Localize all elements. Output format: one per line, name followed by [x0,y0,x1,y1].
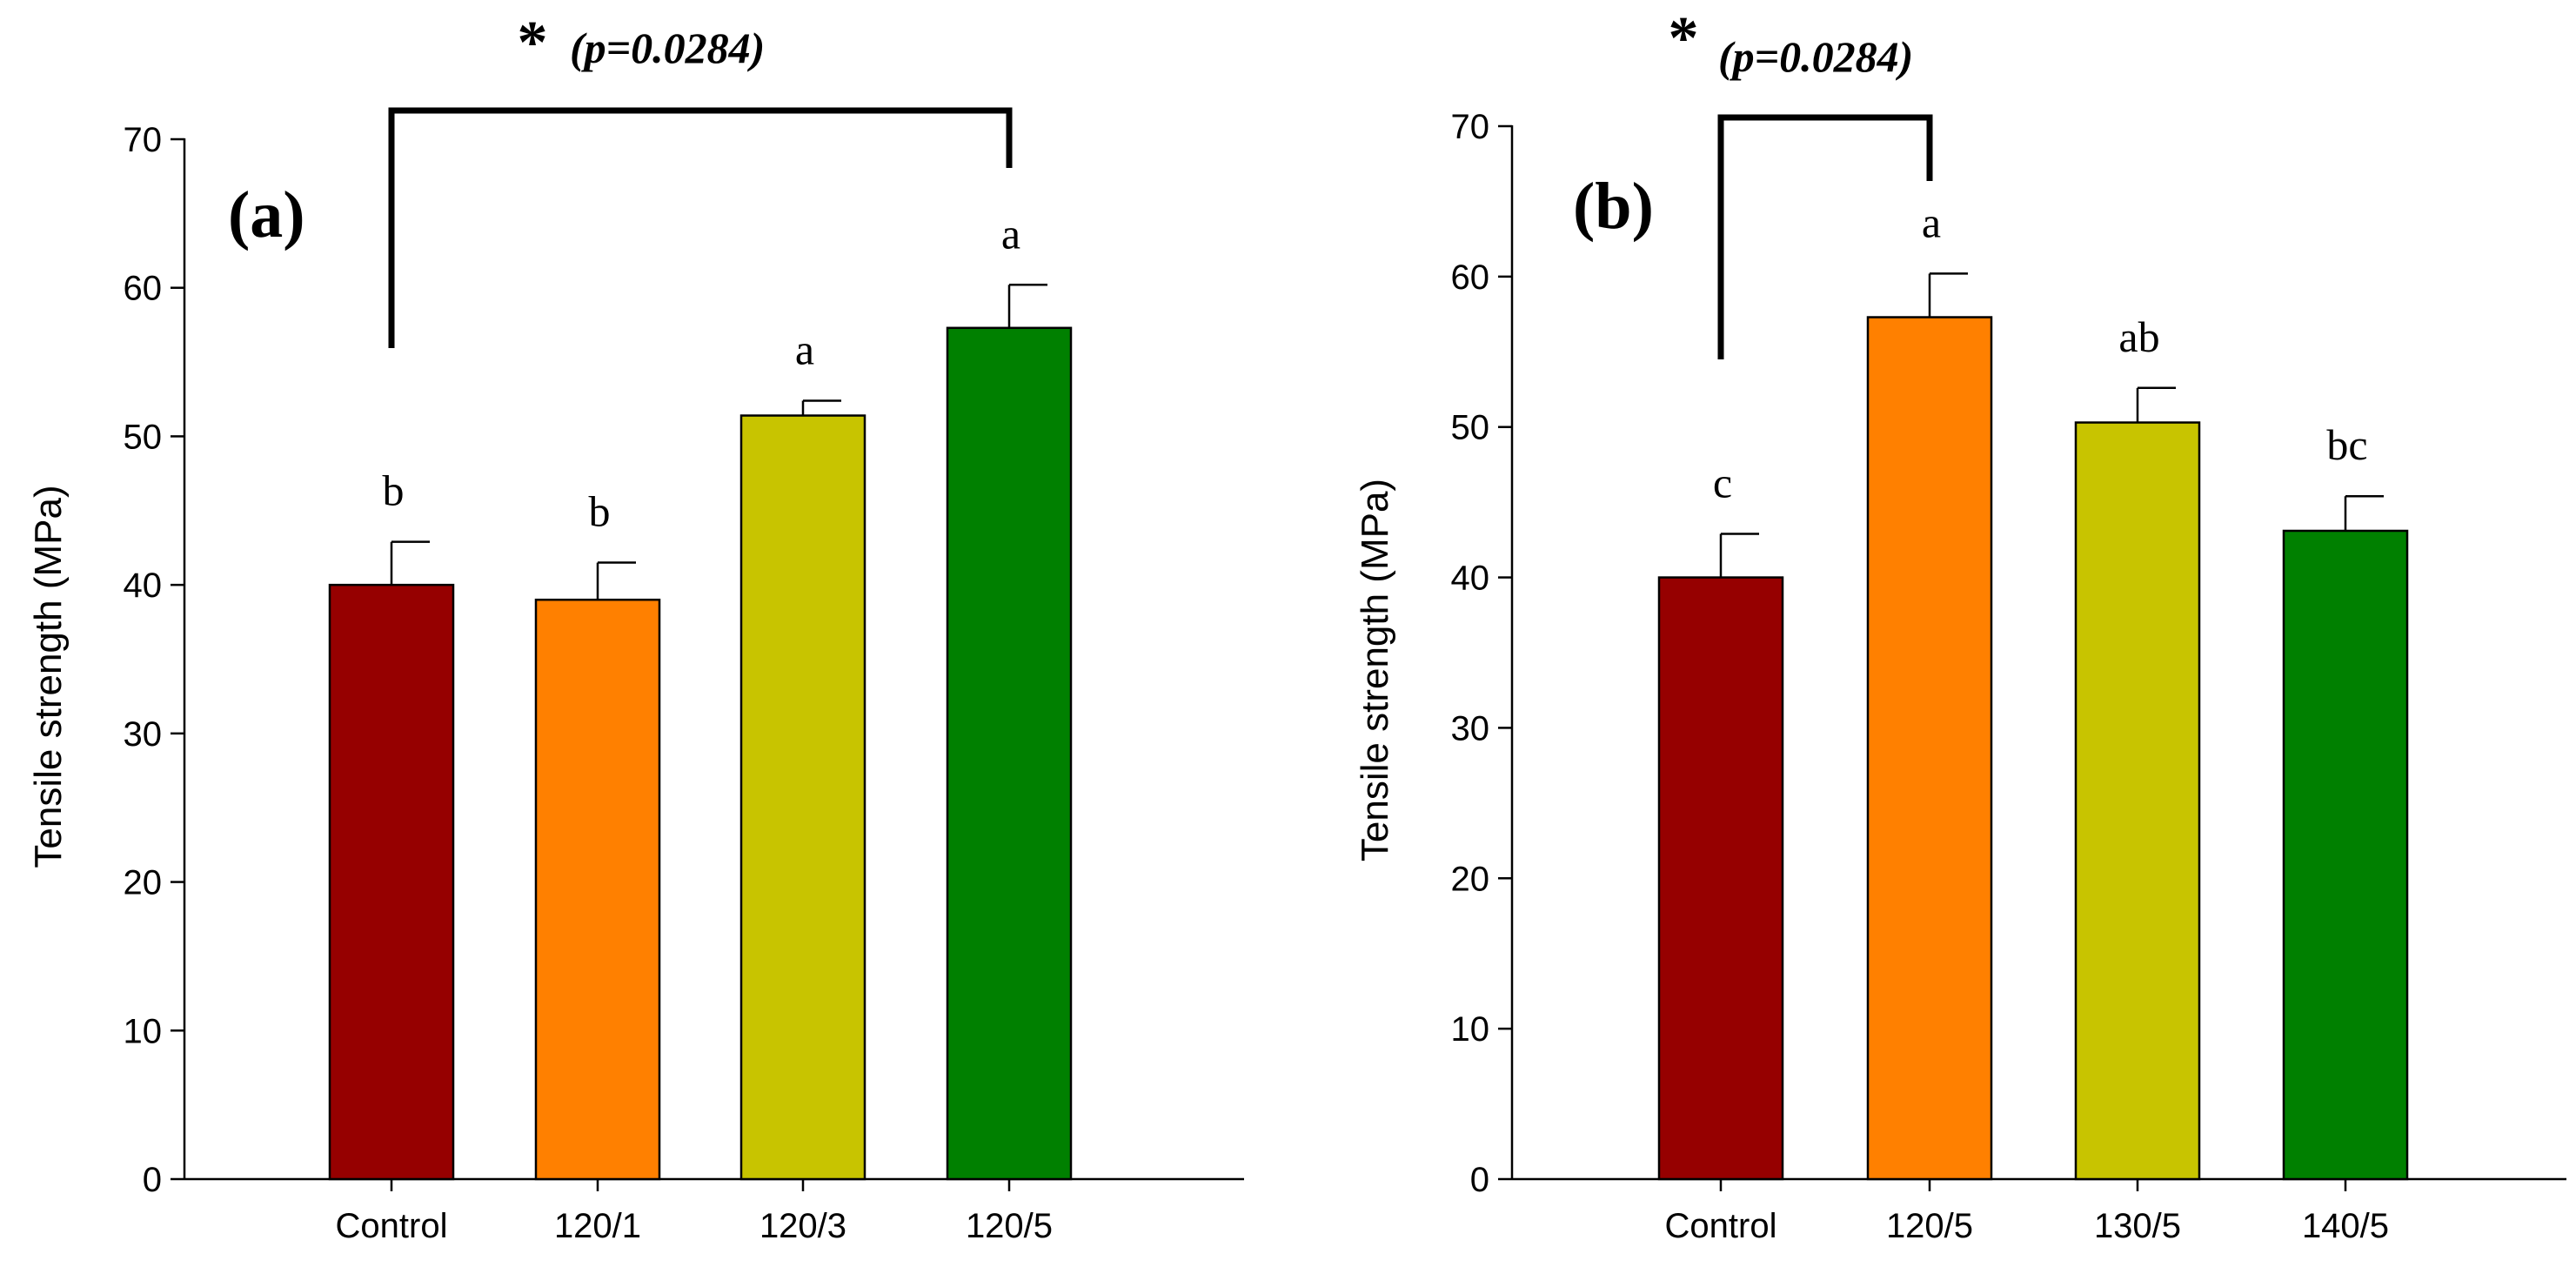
category-labels-a: Control 120/1 120/3 120/5 [336,1179,1053,1245]
bar [1657,576,1784,1181]
significance-b: * (p=0.0284) [1669,5,1933,359]
significance-letter: a [1001,209,1020,258]
y-tick-label: 50 [1451,409,1490,447]
x-tick-label: Control [336,1207,448,1245]
p-value-label: (p=0.0284) [1718,32,1913,81]
y-tick-label: 10 [124,1012,163,1050]
significance-letter: b [383,466,405,515]
x-tick-label: 120/1 [554,1207,641,1245]
bars-a [328,326,1073,1181]
significance-letter: a [1922,198,1941,246]
significance-bracket [388,107,1013,348]
bars-b [1657,316,2409,1181]
significance-letter: ab [2118,312,2159,361]
panel-label-a: (a) [228,178,305,251]
x-tick-label: Control [1665,1207,1777,1245]
y-tick-label: 20 [124,864,163,902]
x-tick-label: 120/3 [759,1207,846,1245]
y-tick-label: 60 [124,270,163,308]
bar [2074,421,2201,1181]
significance-letter: bc [2326,420,2367,469]
error-bars-a [390,284,1047,600]
y-axis-label-b: Tensile strength (MPa) [1354,479,1396,861]
y-tick-label: 20 [1451,860,1490,898]
y-tick-label: 0 [143,1161,162,1199]
y-tick-label: 40 [124,566,163,605]
x-tick-label: 120/5 [1886,1207,1973,1245]
chart-panel-b: 0 10 20 30 40 50 60 70 c a ab bc Control 120/5 130/5… [1354,5,2566,1245]
x-tick-label: 130/5 [2094,1207,2181,1245]
bar [1866,316,1993,1181]
y-tick-label: 70 [1451,108,1490,146]
significance-a: * (p=0.0284) [388,10,1013,348]
y-tick-label: 10 [1451,1010,1490,1049]
y-tick-label: 40 [1451,560,1490,598]
significance-letter: a [795,325,814,373]
bar [534,598,661,1181]
y-ticks-a: 0 10 20 30 40 50 60 70 [124,121,184,1199]
bar [328,583,455,1181]
category-labels-b: Control 120/5 130/5 140/5 [1665,1179,2389,1245]
error-bars-b [1719,272,2384,578]
y-tick-label: 60 [1451,258,1490,297]
y-tick-label: 70 [124,121,163,159]
y-tick-label: 50 [124,418,163,456]
significance-letter: c [1713,458,1732,506]
letters-a: b b a a [383,209,1021,535]
chart-panel-a: 0 10 20 30 40 50 60 70 b b a a Control 120/1 120/3 12… [27,10,1244,1245]
y-axis-label-a: Tensile strength (MPa) [27,485,70,868]
bar [2282,529,2409,1181]
y-tick-label: 30 [124,715,163,754]
y-tick-label: 30 [1451,709,1490,747]
bar [946,326,1073,1181]
significance-star: * [1669,5,1699,72]
significance-bracket [1717,114,1933,359]
panel-label-b: (b) [1573,170,1654,243]
p-value-label: (p=0.0284) [570,23,765,72]
y-tick-label: 0 [1470,1161,1489,1199]
x-tick-label: 120/5 [966,1207,1053,1245]
significance-letter: b [589,487,611,536]
letters-b: c a ab bc [1713,198,2368,506]
significance-star: * [518,10,548,77]
y-ticks-b: 0 10 20 30 40 50 60 70 [1451,108,1512,1199]
x-tick-label: 140/5 [2302,1207,2389,1245]
bar [739,414,866,1181]
